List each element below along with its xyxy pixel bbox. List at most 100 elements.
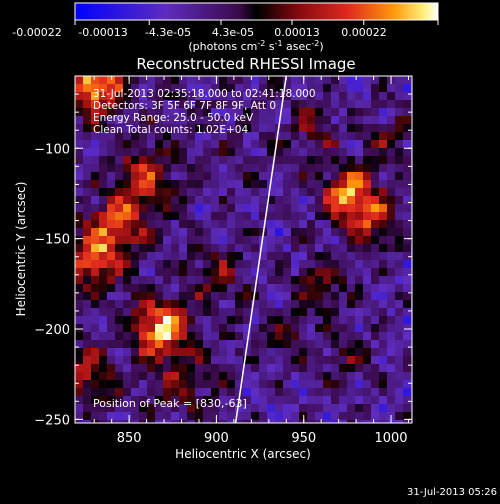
heatmap-cell bbox=[363, 100, 372, 109]
heatmap-cell bbox=[307, 140, 316, 149]
heatmap-cell bbox=[75, 76, 84, 85]
heatmap-cell bbox=[179, 348, 188, 357]
heatmap-cell bbox=[187, 292, 196, 301]
heatmap-cell bbox=[371, 308, 380, 317]
heatmap-cell bbox=[227, 116, 236, 125]
heatmap-cell bbox=[211, 332, 220, 341]
heatmap-cell bbox=[243, 148, 252, 157]
heatmap-cell bbox=[171, 324, 180, 333]
heatmap-cell bbox=[347, 100, 356, 109]
heatmap-cell bbox=[371, 412, 380, 421]
heatmap-cell bbox=[179, 364, 188, 373]
heatmap-cell bbox=[267, 76, 276, 85]
heatmap-cell bbox=[403, 356, 412, 365]
heatmap-cell bbox=[227, 156, 236, 165]
heatmap-cell bbox=[259, 284, 268, 293]
heatmap-cell bbox=[259, 140, 268, 149]
heatmap-cell bbox=[163, 308, 172, 317]
heatmap-cell bbox=[339, 284, 348, 293]
solar-limb-line bbox=[234, 75, 288, 424]
heatmap-cell bbox=[75, 388, 84, 397]
heatmap-cell bbox=[227, 228, 236, 237]
heatmap-cell bbox=[75, 124, 84, 133]
heatmap-cell bbox=[99, 348, 108, 357]
heatmap-cell bbox=[107, 148, 116, 157]
heatmap-cell bbox=[115, 260, 124, 269]
heatmap-cell bbox=[363, 316, 372, 325]
heatmap-cell bbox=[291, 92, 300, 101]
heatmap-cell bbox=[251, 252, 260, 261]
heatmap-cell bbox=[387, 100, 396, 109]
heatmap-cell bbox=[131, 196, 140, 205]
heatmap-cell bbox=[243, 172, 252, 181]
heatmap-cell bbox=[219, 236, 228, 245]
heatmap-cell bbox=[339, 268, 348, 277]
heatmap-cell bbox=[147, 100, 156, 109]
heatmap-cell bbox=[163, 188, 172, 197]
heatmap-cell bbox=[331, 164, 340, 173]
heatmap-cell bbox=[235, 388, 244, 397]
heatmap-cell bbox=[235, 372, 244, 381]
heatmap-cell bbox=[379, 348, 388, 357]
heatmap-cell bbox=[235, 228, 244, 237]
heatmap-cell bbox=[323, 164, 332, 173]
heatmap-cell bbox=[259, 388, 268, 397]
heatmap-cell bbox=[371, 356, 380, 365]
heatmap-cell bbox=[211, 228, 220, 237]
heatmap-cell bbox=[275, 204, 284, 213]
heatmap-cell bbox=[339, 124, 348, 133]
heatmap-cell bbox=[203, 332, 212, 341]
heatmap-cell bbox=[187, 108, 196, 117]
heatmap-cell bbox=[131, 412, 140, 421]
heatmap-cell bbox=[147, 228, 156, 237]
heatmap-cell bbox=[371, 156, 380, 165]
heatmap-cell bbox=[187, 180, 196, 189]
heatmap-cell bbox=[155, 308, 164, 317]
heatmap-cell bbox=[291, 244, 300, 253]
heatmap-cell bbox=[267, 364, 276, 373]
heatmap-cell bbox=[355, 244, 364, 253]
heatmap-cell bbox=[235, 276, 244, 285]
heatmap-cell bbox=[227, 236, 236, 245]
heatmap-cell bbox=[371, 236, 380, 245]
heatmap-cell bbox=[291, 180, 300, 189]
heatmap-cell bbox=[403, 268, 412, 277]
heatmap-cell bbox=[179, 356, 188, 365]
heatmap-cell bbox=[259, 420, 268, 423]
heatmap-cell bbox=[387, 348, 396, 357]
heatmap-cell bbox=[251, 404, 260, 413]
heatmap-cell bbox=[363, 412, 372, 421]
heatmap-cell bbox=[259, 364, 268, 373]
heatmap-cell bbox=[379, 396, 388, 405]
heatmap-cell bbox=[267, 356, 276, 365]
heatmap-cell bbox=[363, 108, 372, 117]
heatmap-cell bbox=[259, 308, 268, 317]
heatmap-cell bbox=[115, 172, 124, 181]
heatmap-cell bbox=[275, 156, 284, 165]
heatmap-cell bbox=[195, 228, 204, 237]
heatmap-cell bbox=[267, 188, 276, 197]
heatmap-cell bbox=[267, 148, 276, 157]
heatmap-cell bbox=[403, 220, 412, 229]
heatmap-cell bbox=[227, 332, 236, 341]
heatmap-cell bbox=[275, 148, 284, 157]
heatmap-cell bbox=[187, 316, 196, 325]
heatmap-cell bbox=[379, 268, 388, 277]
heatmap-cell bbox=[155, 228, 164, 237]
heatmap-cell bbox=[371, 380, 380, 389]
heatmap-cell bbox=[115, 124, 124, 133]
heatmap-cell bbox=[163, 132, 172, 141]
heatmap-cell bbox=[187, 388, 196, 397]
heatmap-cell bbox=[331, 252, 340, 261]
heatmap-cell bbox=[203, 236, 212, 245]
heatmap-cell bbox=[371, 268, 380, 277]
heatmap-cell bbox=[339, 404, 348, 413]
heatmap-cell bbox=[187, 260, 196, 269]
colorbar-tick-label: -0.00013 bbox=[78, 26, 127, 39]
heatmap-cell bbox=[323, 372, 332, 381]
heatmap-cell bbox=[75, 204, 84, 213]
heatmap-cell bbox=[139, 388, 148, 397]
heatmap-cell bbox=[315, 116, 324, 125]
heatmap-cell bbox=[155, 236, 164, 245]
heatmap-cell bbox=[403, 196, 412, 205]
